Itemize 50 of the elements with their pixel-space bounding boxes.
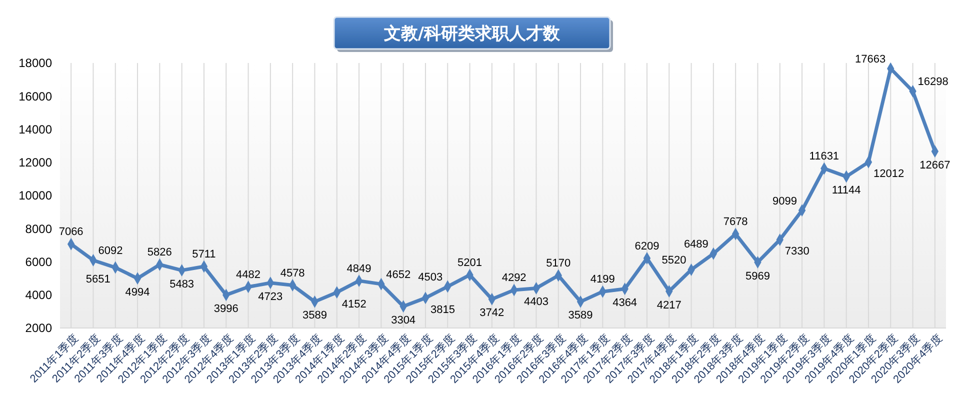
data-label: 6209	[634, 240, 660, 252]
data-label: 9099	[772, 195, 798, 208]
data-label: 4652	[386, 269, 411, 282]
data-label: 4578	[280, 267, 305, 280]
data-label: 4292	[502, 272, 526, 284]
data-label: 5520	[662, 254, 686, 267]
y-tick-label: 4000	[25, 288, 52, 302]
data-label: 5969	[745, 270, 770, 282]
y-tick-label: 10000	[18, 188, 52, 203]
data-label: 4217	[656, 299, 682, 312]
data-label: 11631	[809, 150, 840, 162]
y-tick-label: 2000	[25, 321, 52, 336]
y-tick-label: 8000	[25, 222, 52, 236]
data-label: 5826	[147, 246, 172, 259]
data-label: 7330	[784, 246, 810, 258]
data-label: 4482	[236, 268, 261, 281]
y-tick-label: 14000	[18, 122, 52, 136]
data-label: 12667	[920, 159, 950, 172]
data-label: 5483	[170, 278, 194, 290]
data-label: 6489	[684, 238, 708, 251]
data-label: 5201	[458, 256, 482, 269]
data-label: 5170	[546, 257, 571, 270]
data-label: 4849	[346, 262, 372, 275]
data-label: 4994	[125, 286, 150, 298]
data-label: 3589	[302, 310, 327, 322]
data-label: 4199	[590, 274, 615, 286]
data-label: 4723	[258, 290, 283, 303]
data-label: 5651	[86, 274, 110, 286]
data-label: 3742	[480, 307, 504, 320]
data-label: 4503	[418, 272, 443, 284]
data-label: 4152	[342, 298, 366, 310]
y-tick-label: 18000	[18, 56, 52, 70]
data-label: 3815	[430, 304, 455, 316]
data-label: 16298	[918, 76, 948, 88]
data-label: 4403	[524, 296, 548, 308]
y-tick-label: 12000	[18, 156, 52, 170]
data-label: 5711	[192, 248, 216, 261]
data-label: 4364	[612, 296, 638, 309]
data-label: 3589	[568, 310, 593, 322]
chart-title: 文教/科研类求职人才数	[382, 24, 562, 44]
data-label: 6092	[98, 245, 123, 258]
y-tick-label: 6000	[25, 254, 52, 269]
data-label: 12012	[873, 168, 904, 180]
data-label: 3996	[214, 302, 238, 315]
y-tick-label: 16000	[18, 89, 52, 104]
data-label: 7066	[58, 226, 84, 238]
data-label: 11144	[832, 184, 861, 197]
data-label: 17663	[855, 54, 886, 66]
data-label: 3304	[391, 314, 416, 326]
data-label: 7678	[723, 216, 748, 228]
